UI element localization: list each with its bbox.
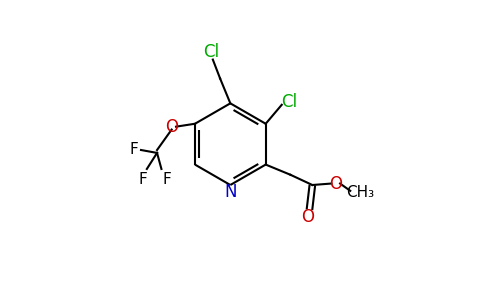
Text: O: O [329, 175, 342, 193]
Text: F: F [163, 172, 172, 187]
Text: F: F [138, 172, 147, 187]
Text: CH₃: CH₃ [347, 185, 375, 200]
Text: O: O [302, 208, 315, 226]
Text: Cl: Cl [203, 43, 219, 61]
Text: N: N [224, 183, 237, 201]
Text: O: O [165, 118, 178, 136]
Text: Cl: Cl [281, 93, 297, 111]
Text: F: F [129, 142, 138, 158]
